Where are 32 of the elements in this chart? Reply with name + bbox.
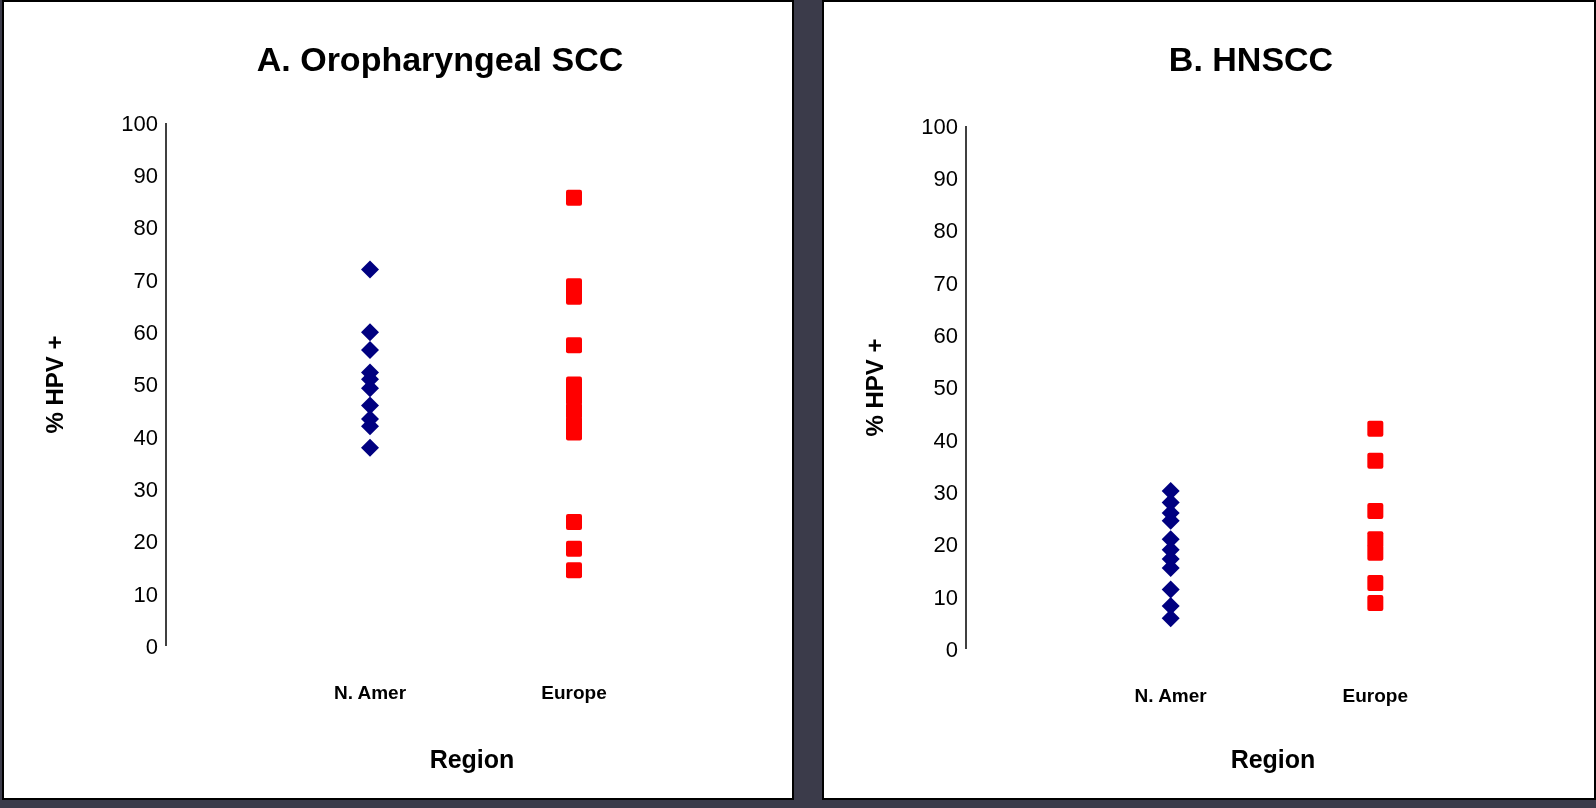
y-tick-label: 90: [133, 163, 158, 189]
y-tick-label: 10: [933, 584, 958, 610]
y-tick-label: 40: [933, 427, 958, 453]
y-tick-label: 70: [933, 270, 958, 296]
x-tick-label: N. Amer: [333, 682, 407, 704]
y-tick-label: 30: [133, 476, 158, 502]
y-tick-label: 100: [921, 113, 958, 139]
y-tick-label: 80: [133, 215, 158, 241]
y-tick-label: 0: [145, 633, 158, 659]
y-tick-label: 30: [933, 479, 958, 505]
y-axis-title: % HPV +: [40, 335, 68, 434]
y-tick-label: 70: [133, 267, 158, 293]
x-tick-label: Europe: [541, 682, 607, 704]
y-axis-title: % HPV +: [860, 338, 888, 437]
y-tick-label: 40: [133, 424, 158, 450]
chart-title: A. Oropharyngeal SCC: [255, 40, 625, 79]
y-tick-label: 20: [933, 532, 958, 558]
y-tick-label: 60: [133, 320, 158, 346]
x-tick-label: Europe: [1342, 685, 1409, 707]
y-tick-label: 20: [133, 529, 158, 555]
y-tick-label: 80: [933, 218, 958, 244]
y-tick-label: 90: [933, 166, 958, 192]
x-tick-label: N. Amer: [1134, 685, 1208, 707]
x-axis-title: Region: [429, 745, 515, 773]
y-tick-label: 60: [933, 323, 958, 349]
x-axis-title: Region: [1230, 745, 1316, 773]
y-tick-label: 0: [945, 636, 958, 662]
y-tick-label: 50: [133, 372, 158, 398]
y-tick-label: 50: [933, 375, 958, 401]
y-tick-label: 10: [133, 581, 158, 607]
chart-title: B. HNSCC: [1167, 40, 1335, 79]
y-tick-label: 100: [121, 110, 158, 136]
